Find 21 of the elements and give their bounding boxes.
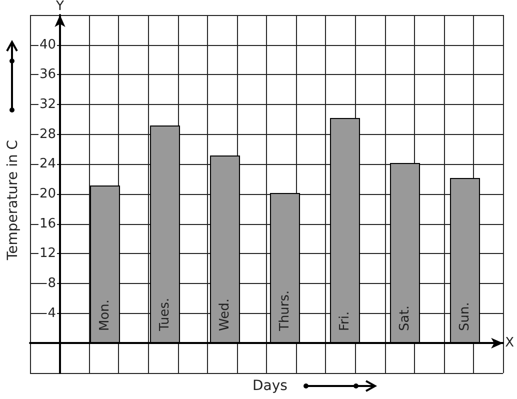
x-tick-label: Fri. xyxy=(338,311,352,331)
y-tick-label: 40 xyxy=(39,37,56,52)
x-tick-label: Tues. xyxy=(158,298,172,332)
x-axis-title: Days xyxy=(252,378,288,394)
y-tick-label: 36 xyxy=(39,67,56,82)
x-tick-label: Wed. xyxy=(218,298,232,331)
y-tick-label: 12 xyxy=(39,246,56,262)
y-tick-label: 4 xyxy=(48,306,56,321)
x-tick-label: Thurs. xyxy=(278,290,292,332)
y-tick-label: 32 xyxy=(39,97,56,112)
x-tick-label: Sun. xyxy=(458,302,472,331)
y-tick-label: 20 xyxy=(39,186,56,202)
text: X xyxy=(505,336,514,351)
y-tick-label: 16 xyxy=(39,216,56,232)
y-tick-label: 8 xyxy=(48,276,56,291)
x-tick-label: Mon. xyxy=(98,299,112,331)
y-tick-label: 28 xyxy=(39,126,56,142)
text: Y xyxy=(55,0,64,14)
y-axis-title: Temperature in C xyxy=(5,140,21,262)
x-tick-label: Sat. xyxy=(398,306,412,331)
y-tick-label: 24 xyxy=(39,156,56,172)
